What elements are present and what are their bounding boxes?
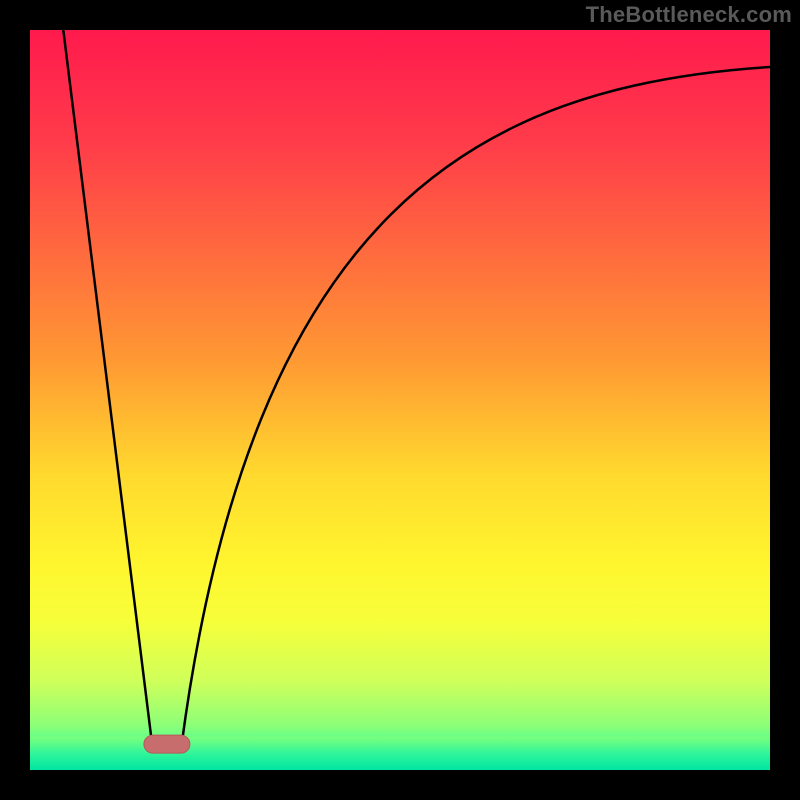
chart-container: TheBottleneck.com [0,0,800,800]
watermark-text: TheBottleneck.com [586,2,792,28]
chart-svg [0,0,800,800]
green-band [30,737,770,770]
valley-marker [144,735,190,753]
